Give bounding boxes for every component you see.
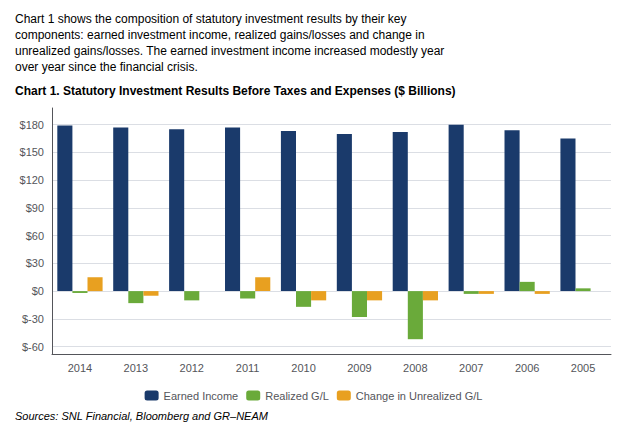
svg-text:2013: 2013 [124, 362, 148, 374]
svg-text:over year since the financial: over year since the financial crisis. [15, 60, 198, 74]
svg-text:2008: 2008 [403, 362, 427, 374]
svg-text:Realized G/L: Realized G/L [265, 390, 329, 402]
svg-text:$-30: $-30 [22, 313, 44, 325]
svg-text:Chart 1. Statutory Investment: Chart 1. Statutory Investment Results Be… [15, 84, 456, 98]
svg-text:$-60: $-60 [22, 341, 44, 353]
svg-text:2014: 2014 [68, 362, 92, 374]
svg-text:$120: $120 [20, 174, 44, 186]
svg-text:$180: $180 [20, 119, 44, 131]
svg-text:$30: $30 [26, 257, 44, 269]
svg-text:2007: 2007 [459, 362, 483, 374]
svg-text:$150: $150 [20, 146, 44, 158]
svg-text:$60: $60 [26, 230, 44, 242]
svg-text:2009: 2009 [347, 362, 371, 374]
svg-text:2010: 2010 [291, 362, 315, 374]
svg-text:2012: 2012 [180, 362, 204, 374]
svg-text:2006: 2006 [515, 362, 539, 374]
svg-text:2011: 2011 [236, 362, 260, 374]
svg-text:Chart 1 shows the composition: Chart 1 shows the composition of statuto… [15, 12, 407, 26]
svg-text:Sources: SNL Financial, Bloomb: Sources: SNL Financial, Bloomberg and GR… [15, 410, 269, 422]
svg-text:components: earned investment: components: earned investment income, re… [15, 28, 425, 42]
svg-text:unrealized gains/losses. The e: unrealized gains/losses. The earned inve… [15, 44, 444, 58]
svg-text:Change in Unrealized G/L: Change in Unrealized G/L [356, 390, 483, 402]
svg-text:$90: $90 [26, 202, 44, 214]
svg-text:2005: 2005 [571, 362, 595, 374]
svg-text:$0: $0 [32, 285, 44, 297]
svg-text:Earned Income: Earned Income [164, 390, 239, 402]
